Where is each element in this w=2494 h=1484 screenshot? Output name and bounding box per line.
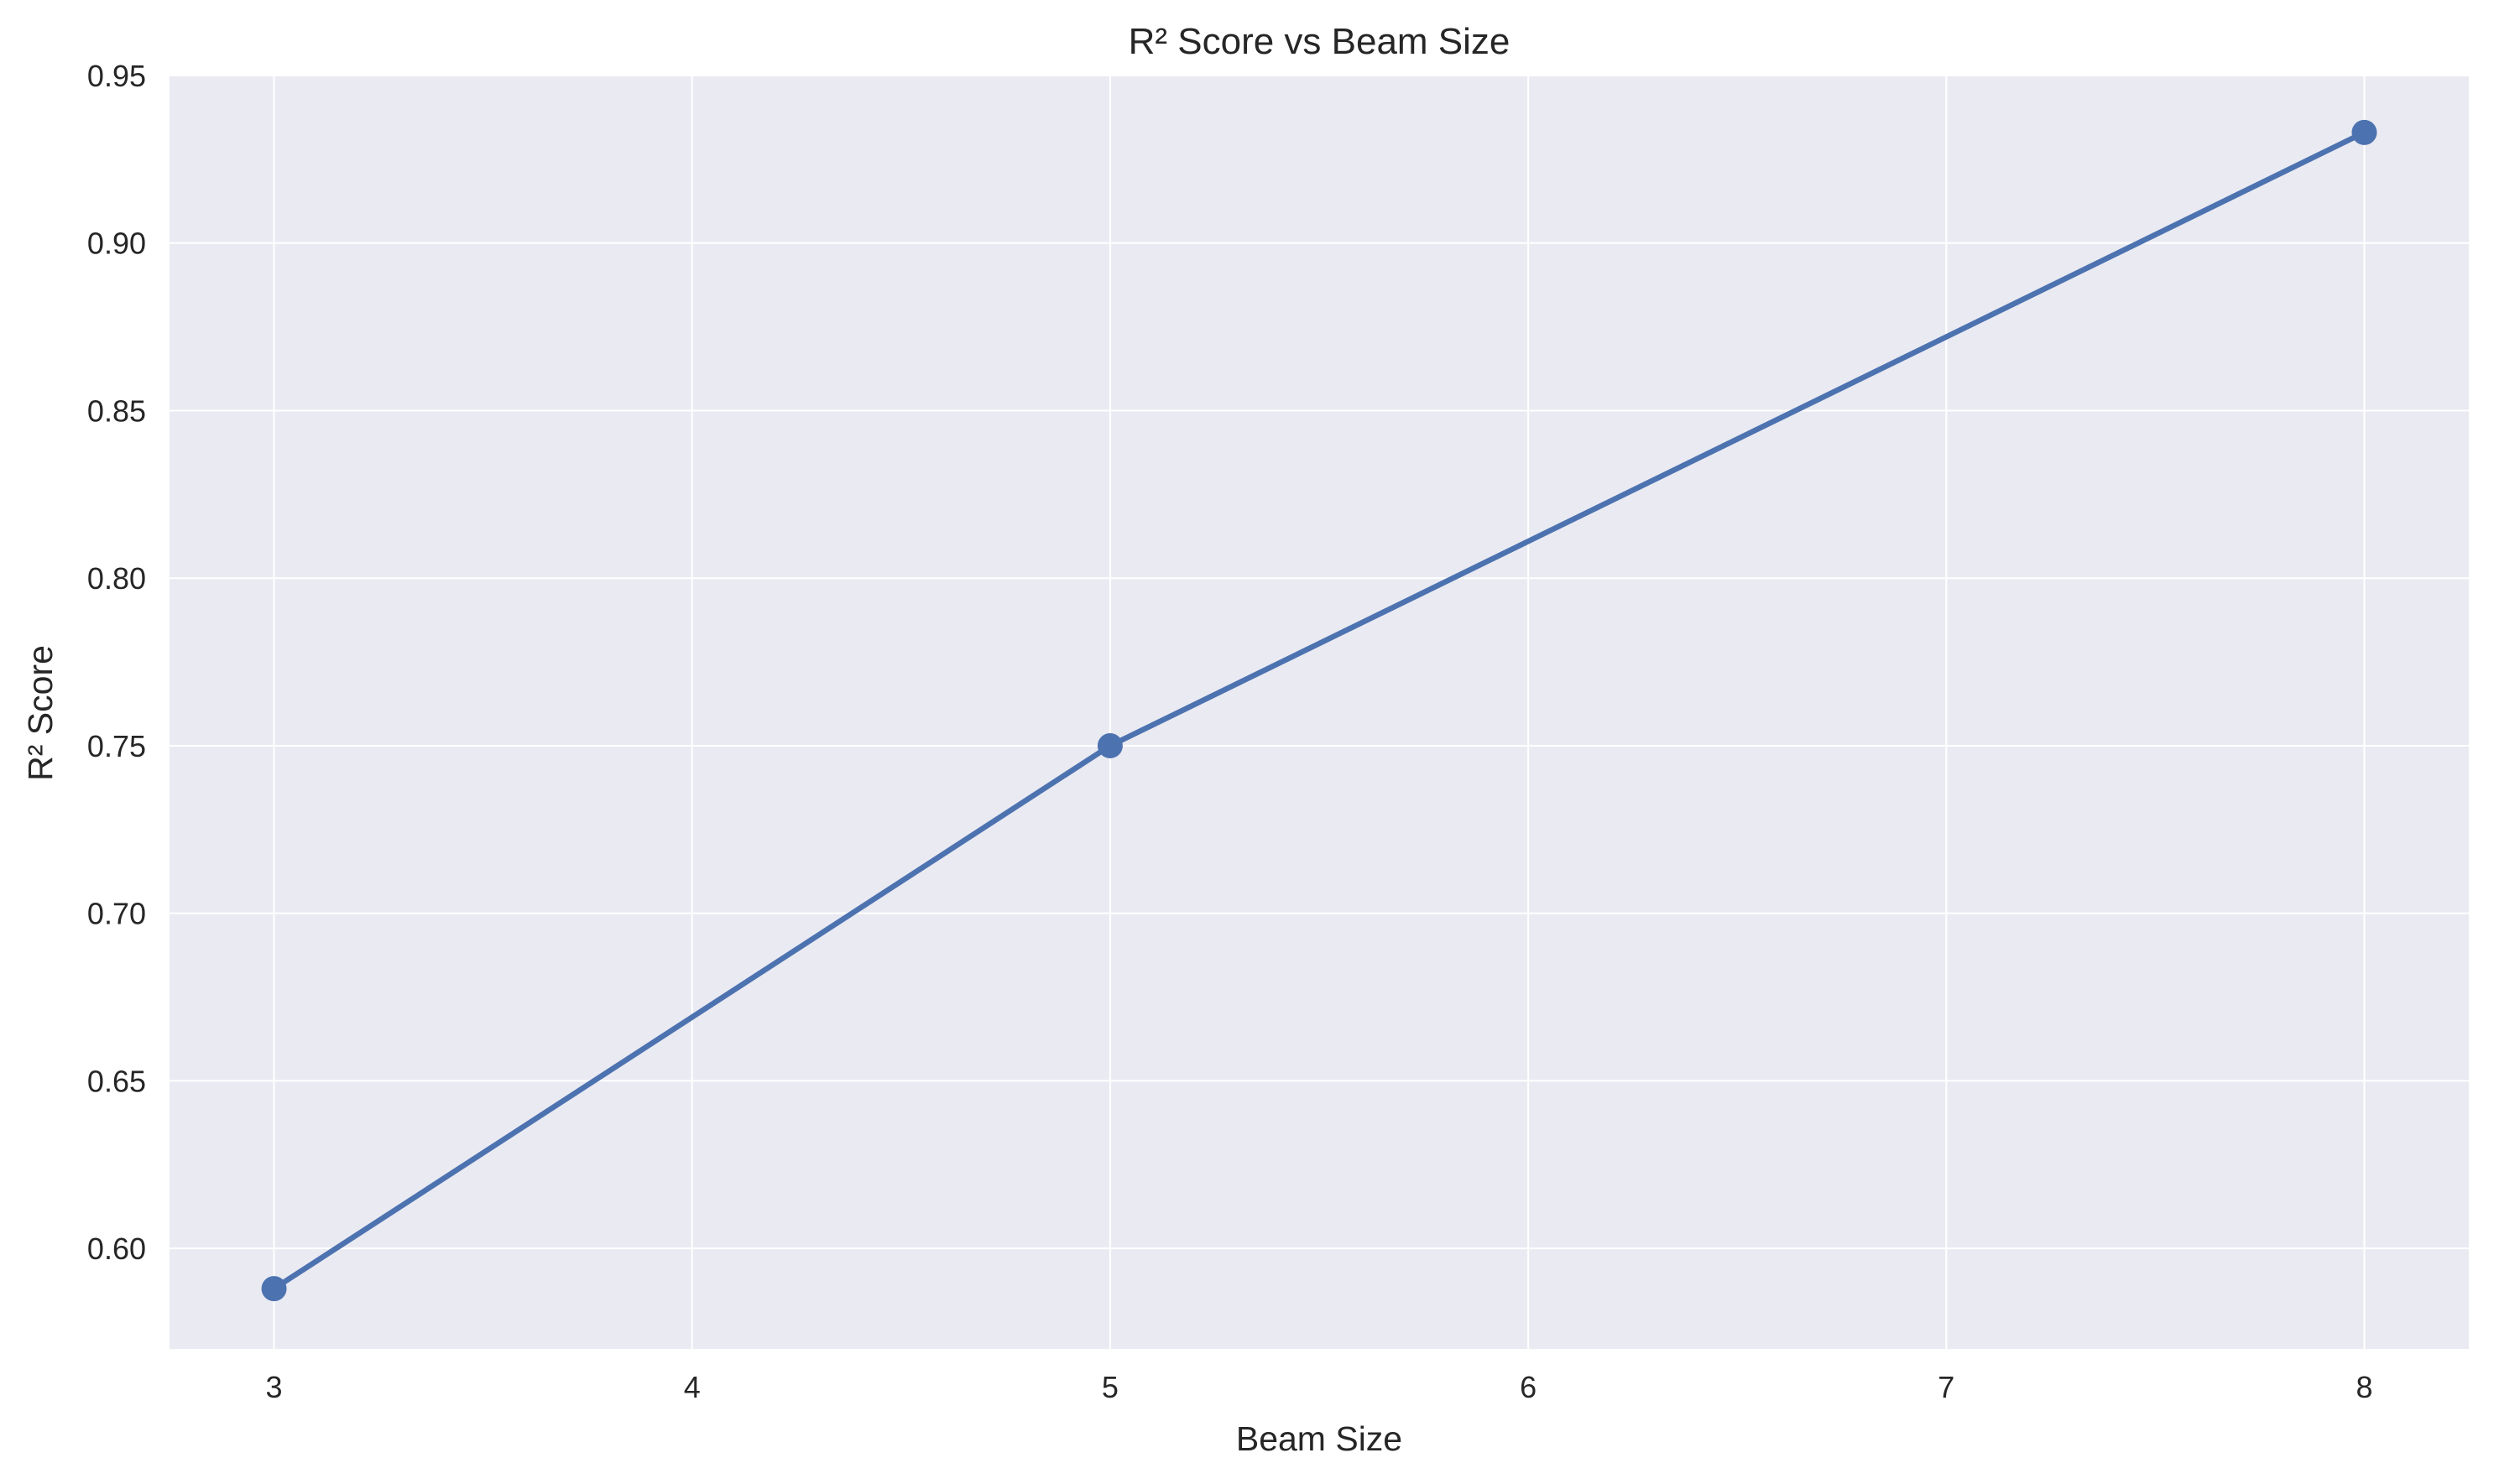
data-point: [261, 1276, 287, 1302]
x-tick-label: 5: [1102, 1370, 1119, 1404]
y-tick-label: 0.60: [87, 1231, 146, 1266]
y-axis-ticks: 0.60 0.65 0.70 0.75 0.80 0.85 0.90 0.95: [87, 59, 146, 1266]
plot-area: [170, 76, 2469, 1349]
x-tick-label: 4: [684, 1370, 701, 1404]
x-tick-label: 7: [1938, 1370, 1954, 1404]
y-tick-label: 0.75: [87, 729, 146, 763]
data-point: [1097, 732, 1123, 758]
y-tick-label: 0.80: [87, 561, 146, 596]
x-tick-label: 3: [266, 1370, 283, 1404]
x-tick-label: 6: [1520, 1370, 1537, 1404]
chart-title: R² Score vs Beam Size: [1129, 21, 1510, 62]
x-tick-label: 8: [2356, 1370, 2372, 1404]
y-tick-label: 0.90: [87, 227, 146, 261]
y-tick-label: 0.65: [87, 1064, 146, 1098]
x-axis-label: Beam Size: [1236, 1419, 1402, 1458]
data-point: [2351, 119, 2377, 145]
x-axis-ticks: 3 4 5 6 7 8: [266, 1370, 2373, 1404]
y-tick-label: 0.85: [87, 393, 146, 428]
y-axis-label: R² Score: [21, 645, 60, 781]
grid-lines: [170, 75, 2469, 1349]
series-layer: [261, 119, 2377, 1302]
y-tick-label: 0.95: [87, 59, 146, 93]
y-tick-label: 0.70: [87, 897, 146, 931]
